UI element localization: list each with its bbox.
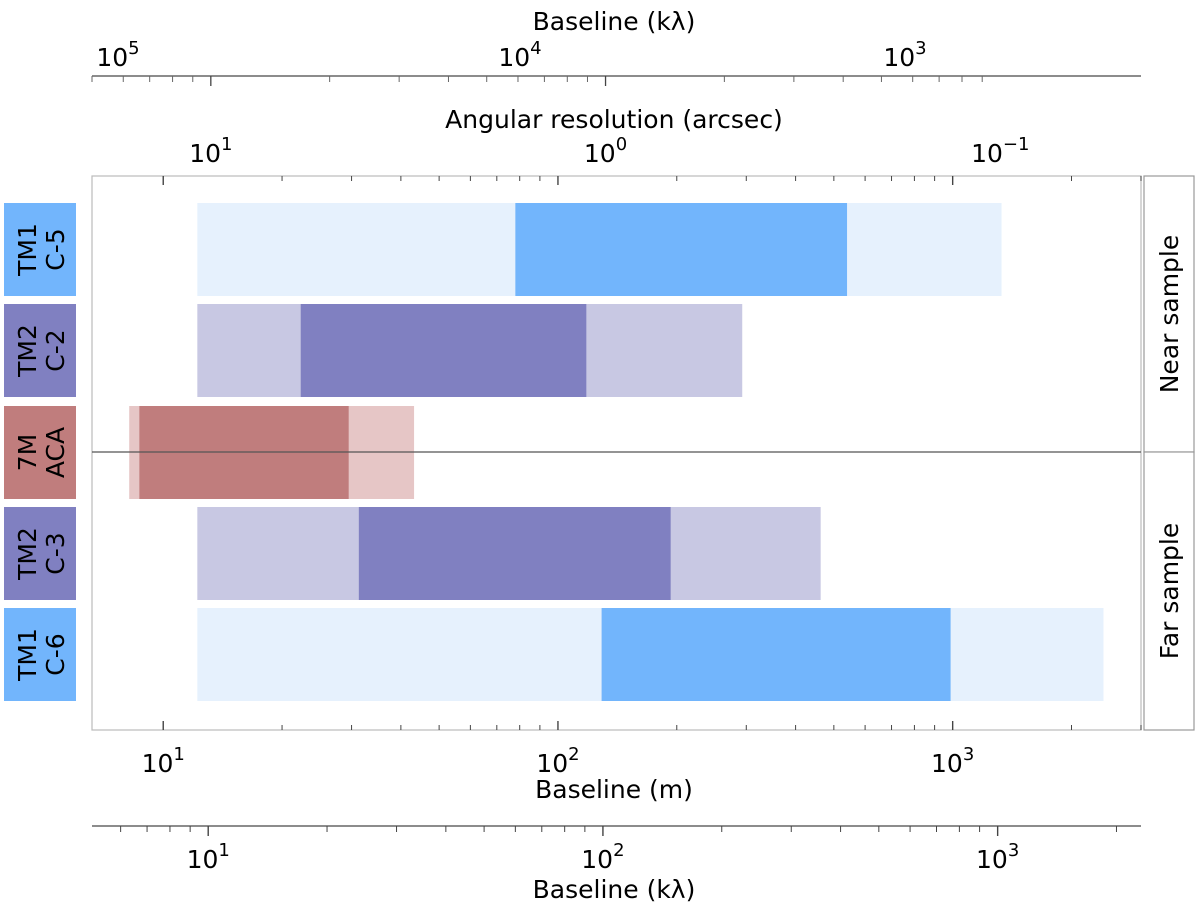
near-sample-label: Near sample [1155, 235, 1184, 394]
angular-tick-label: 100 [584, 134, 627, 168]
spatial-tick-label: 104 [498, 38, 541, 72]
baseline-tick-label: 102 [536, 744, 579, 778]
row-label-swatch [4, 203, 76, 296]
row-label-swatch [4, 304, 76, 397]
row-label-text: TM2C-3 [13, 527, 70, 581]
row-label: TM1C-5 [4, 203, 76, 296]
angular-axis-title: Angular resolution (arcsec) [445, 105, 783, 134]
bar-core-range [358, 507, 671, 600]
row-label-swatch [4, 507, 76, 600]
spatial-axis: Baseline (kλ) 105 104 103 [91, 7, 1141, 86]
row-label-text: TM1C-6 [13, 628, 70, 682]
bar-core-range [601, 608, 951, 701]
bar-core-range [300, 304, 587, 397]
klambda-tick-label: 103 [976, 840, 1019, 874]
spatial-tick-label: 103 [883, 38, 926, 72]
klambda-tick-label: 102 [581, 840, 624, 874]
row-label-text: TM2C-2 [13, 324, 70, 378]
near-sample-box: Near sample [1143, 175, 1195, 453]
klambda-tick-label: 101 [187, 840, 230, 874]
baseline-tick-label: 101 [142, 744, 185, 778]
far-sample-label: Far sample [1155, 523, 1184, 660]
baseline-tick-label: 103 [931, 744, 974, 778]
klambda-axis: 101 102 103 Baseline (kλ) [92, 825, 1141, 904]
row-label: TM2C-2 [4, 304, 76, 397]
spatial-axis-title: Baseline (kλ) [533, 7, 696, 36]
spatial-tick-label: 105 [96, 38, 139, 72]
angular-axis: Angular resolution (arcsec) 101 100 10−1 [189, 105, 1029, 168]
row-label: TM2C-3 [4, 507, 76, 600]
row-label-swatch [4, 608, 76, 701]
far-sample-box: Far sample [1143, 451, 1195, 731]
angular-tick-label: 101 [189, 134, 232, 168]
row-label: 7MACA [4, 406, 76, 499]
row-label-swatch [4, 406, 76, 499]
angular-tick-label: 10−1 [971, 134, 1029, 168]
baseline-m-axis-title: Baseline (m) [535, 775, 693, 804]
row-label-text: 7MACA [13, 427, 70, 478]
klambda-axis-title: Baseline (kλ) [533, 875, 696, 904]
bar-core-range [515, 203, 848, 296]
row-label-text: TM1C-5 [13, 223, 70, 277]
row-label: TM1C-6 [4, 608, 76, 701]
